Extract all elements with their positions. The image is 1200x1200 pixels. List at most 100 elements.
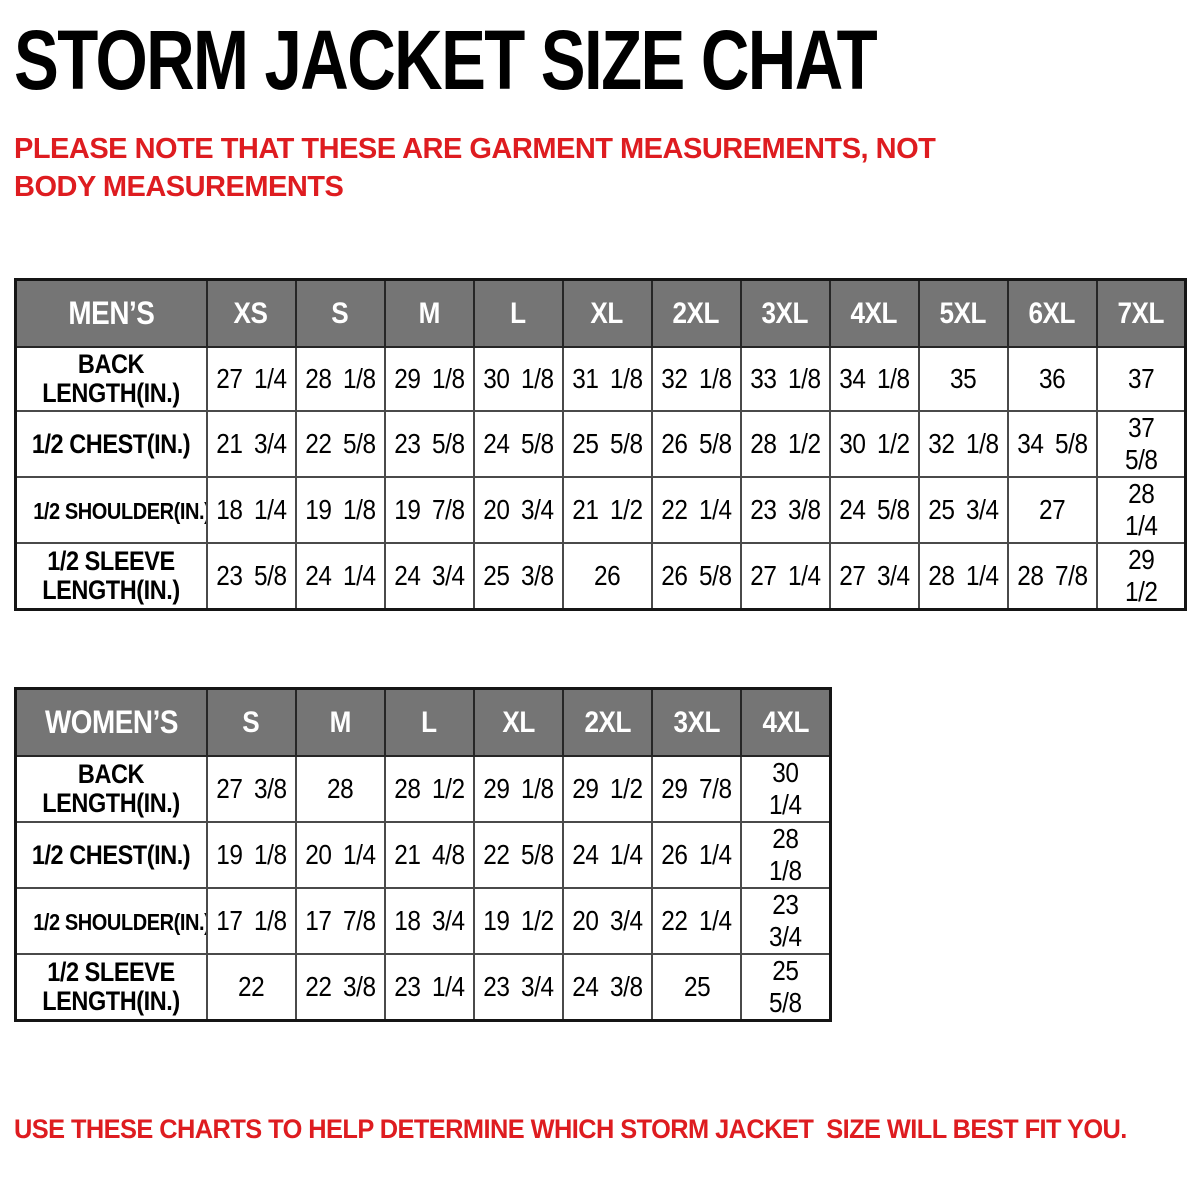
measurement-value-cell: 17 1/8 [205,887,297,956]
measurement-row: 1/2 SLEEVE LENGTH(IN.) 23 5/8 24 1/4 24 3/4… [14,542,1187,611]
size-column-header: L [383,687,475,758]
measurement-value-cell: 25 5/8 [561,410,653,479]
measurement-row-label: 1/2 CHEST(IN.) [14,821,208,890]
measurement-value-cell: 29 7/8 [651,755,743,824]
size-column-header: 4XL [740,687,832,758]
table-corner-cell: MEN’S [14,278,208,349]
measurement-value-cell: 23 5/8 [205,542,297,611]
measurement-value-cell: 19 1/2 [472,887,565,956]
measurement-row-label: 1/2 SHOULDER(IN.) [14,476,208,545]
measurement-value-cell: 28 1/8 [294,346,386,413]
measurement-value-cell: 22 1/4 [651,887,743,956]
measurement-value-cell: 37 [1095,346,1187,413]
measurement-row-label: 1/2 SHOULDER(IN.) [14,887,208,956]
measurement-value-cell: 24 3/4 [383,542,475,611]
measurement-value-cell: 24 1/4 [294,542,386,611]
measurement-value-cell: 22 5/8 [472,821,565,890]
size-header-row: MEN’S XS S M L XL 2XL 3XL 4XL 5XL 6XL 7XL [14,278,1187,349]
measurement-value-cell: 22 [205,953,297,1022]
measurement-value-cell: 26 [561,542,653,611]
measurement-value-cell: 27 3/8 [205,755,297,824]
measurement-value-cell: 27 1/4 [739,542,831,611]
size-column-header: 6XL [1006,278,1098,349]
measurement-value-cell: 22 1/4 [650,476,742,545]
size-column-header: 2XL [650,278,742,349]
measurement-value-cell: 20 1/4 [294,821,386,890]
measurement-row: BACK LENGTH(IN.) 27 1/4 28 1/8 29 1/8 30 1/8… [14,346,1187,413]
measurement-value-cell: 28 7/8 [1006,542,1098,611]
measurement-value-cell: 23 3/4 [472,953,565,1022]
measurement-row-label: 1/2 SLEEVE LENGTH(IN.) [14,953,208,1022]
womens-size-table: WOMEN’S S M L XL 2XL 3XL 4XL BACK LENGTH(IN.) 27 … [14,687,832,1023]
footer-note: USE THESE CHARTS TO HELP DETERMINE WHICH… [14,1114,1127,1145]
measurement-row: 1/2 CHEST(IN.) 21 3/4 22 5/8 23 5/8 24 5/8 25… [14,410,1187,479]
measurement-value-cell: 29 1/2 [1095,542,1187,611]
measurement-value-cell: 27 1/4 [205,346,297,413]
measurement-value-cell: 26 5/8 [650,410,742,479]
measurement-value-cell: 36 [1006,346,1098,413]
measurement-row-label: BACK LENGTH(IN.) [14,755,208,824]
measurement-value-cell: 27 [1006,476,1098,545]
measurement-value-cell: 20 3/4 [562,887,654,956]
measurement-value-cell: 19 7/8 [383,476,475,545]
measurement-value-cell: 37 5/8 [1095,410,1187,479]
size-column-header: 5XL [917,278,1009,349]
size-column-header: M [383,278,475,349]
size-header-row: WOMEN’S S M L XL 2XL 3XL 4XL [14,687,832,758]
measurement-value-cell: 28 1/4 [1095,476,1187,545]
size-column-header: S [294,278,386,349]
measurement-row-label: 1/2 CHEST(IN.) [14,410,208,479]
garment-measurement-note: PLEASE NOTE THAT THESE ARE GARMENT MEASU… [14,132,943,203]
measurement-value-cell: 17 7/8 [294,887,386,956]
measurement-value-cell: 28 1/2 [739,410,831,479]
measurement-value-cell: 34 1/8 [828,346,920,413]
measurement-value-cell: 34 5/8 [1006,410,1098,479]
measurement-value-cell: 24 5/8 [828,476,920,545]
measurement-row: 1/2 SHOULDER(IN.) 18 1/4 19 1/8 19 7/8 20 3/… [14,476,1187,545]
measurement-value-cell: 19 1/8 [205,821,297,890]
measurement-value-cell: 28 [294,755,386,824]
measurement-value-cell: 19 1/8 [294,476,386,545]
measurement-row-label: 1/2 SLEEVE LENGTH(IN.) [14,542,208,611]
measurement-value-cell: 29 1/8 [383,346,475,413]
measurement-value-cell: 35 [917,346,1009,413]
table-corner-cell: WOMEN’S [14,687,208,758]
measurement-value-cell: 20 3/4 [472,476,564,545]
page-title: STORM JACKET SIZE CHAT [14,13,878,107]
measurement-value-cell: 30 1/2 [828,410,920,479]
measurement-value-cell: 18 1/4 [205,476,297,545]
measurement-row: 1/2 SLEEVE LENGTH(IN.) 22 22 3/8 23 1/4 23 3… [14,953,832,1022]
measurement-value-cell: 33 1/8 [739,346,831,413]
measurement-value-cell: 24 1/4 [562,821,654,890]
size-column-header: L [472,278,564,349]
measurement-value-cell: 25 3/4 [917,476,1009,545]
measurement-row-label: BACK LENGTH(IN.) [14,346,208,413]
measurement-value-cell: 21 3/4 [205,410,297,479]
measurement-value-cell: 23 3/8 [739,476,831,545]
measurement-value-cell: 28 1/2 [383,755,475,824]
size-column-header: M [294,687,386,758]
measurement-value-cell: 21 4/8 [383,821,475,890]
measurement-value-cell: 24 5/8 [472,410,564,479]
measurement-value-cell: 29 1/8 [472,755,565,824]
measurement-row: 1/2 SHOULDER(IN.) 17 1/8 17 7/8 18 3/4 19 1/… [14,887,832,956]
measurement-value-cell: 24 3/8 [562,953,654,1022]
size-column-header: 7XL [1095,278,1187,349]
size-column-header: 2XL [562,687,654,758]
size-column-header: 3XL [739,278,831,349]
measurement-value-cell: 25 5/8 [740,953,832,1022]
mens-size-table: MEN’S XS S M L XL 2XL 3XL 4XL 5XL 6XL 7XL BACK LENGT… [14,278,1187,612]
measurement-value-cell: 26 5/8 [650,542,742,611]
measurement-value-cell: 22 5/8 [294,410,386,479]
measurement-value-cell: 23 3/4 [740,887,832,956]
measurement-value-cell: 28 1/8 [740,821,832,890]
measurement-value-cell: 23 5/8 [383,410,475,479]
measurement-value-cell: 30 1/4 [740,755,832,824]
measurement-value-cell: 27 3/4 [828,542,920,611]
measurement-value-cell: 22 3/8 [294,953,386,1022]
size-column-header: S [205,687,297,758]
measurement-value-cell: 18 3/4 [383,887,475,956]
measurement-value-cell: 26 1/4 [651,821,743,890]
measurement-value-cell: 29 1/2 [562,755,654,824]
